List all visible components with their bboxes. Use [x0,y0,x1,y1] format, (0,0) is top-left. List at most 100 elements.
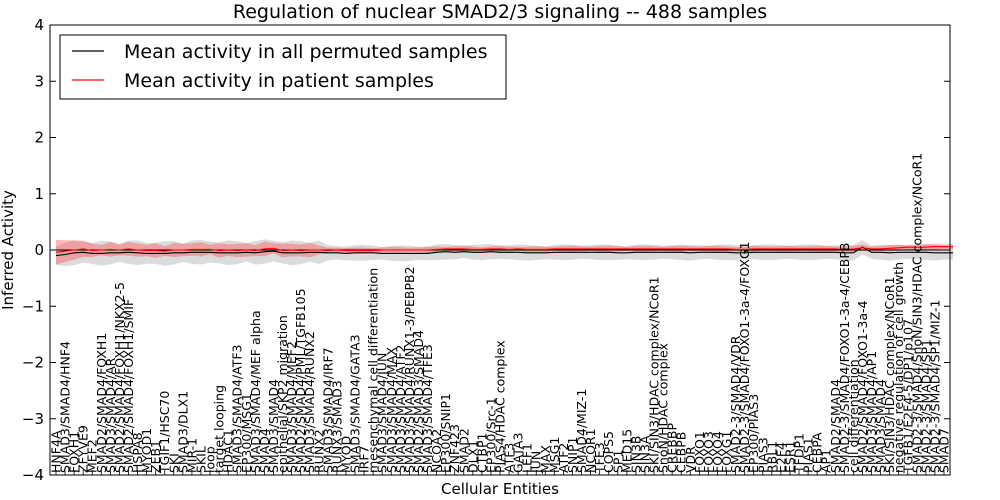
x-category-label: TFE3 [592,442,607,474]
y-tick-label: 4 [34,16,44,34]
x-category-label: SMAD3/SMAD4/AP1 [864,351,879,473]
x-category-label: TFDP1 [792,433,807,474]
x-category-label: mesenchymal cell differentiation [366,268,381,473]
x-category-label: VDR [683,446,698,473]
x-category-label: E2F4 [773,442,788,473]
x-category-label: CTBP1 [474,433,489,473]
x-category-label: cell differentiation [846,359,861,473]
x-category-label: JUN [529,451,544,474]
legend-label-permuted: Mean activity in all permuted samples [124,41,487,63]
x-category-label: FOXO3 [701,431,716,473]
legend-box [59,34,507,100]
x-category-label: ZNF423 [447,424,462,473]
x-category-label: SMAD2-3/SMAD4/FOXO1-3a-4/CEBPB [837,243,852,473]
x-category-label: SP1 [610,450,625,473]
x-category-label: SIN3A [638,435,653,473]
x-axis-category-labels: HNF4ASMAD3/SMAD4/HNF4FOXH1ZFYVE9MEF2SMAD… [49,153,952,475]
x-category-label: ATF2 [556,443,571,473]
x-category-label: MSG1 [547,437,562,473]
x-category-label: SMAD2/SMAD4/FOXH1/NKX2-5 [112,282,127,473]
x-category-label: SMAD2/SMAD4 [828,379,843,473]
x-category-label: SMAD3/SMAD4/ATF2 [393,345,408,473]
y-tick-label: −2 [22,354,44,372]
x-category-label: loop [203,446,218,473]
x-category-label: SMAD2/SMAD3/SMAD4 [411,330,426,473]
x-category-label: GATA3 [511,433,526,473]
x-category-label: ATF3 [502,443,517,473]
y-tick-label: 0 [34,241,44,259]
x-category-label: SMAD3/SMAD4/MAX [384,347,399,473]
x-category-label: SMAD2 [456,428,471,473]
x-category-label: RUNX3/SMAD3 [329,380,344,473]
x-category-label: NCOA2 [429,429,444,473]
x-category-label: SMAD2/SMAD4/FOXH1/SMIF [121,299,136,473]
x-category-label: EP300/MSG1 [239,393,254,473]
y-tick-label: 2 [34,129,44,147]
x-category-label: PIAS3 [755,437,770,473]
x-category-label: SMAD2/SMAD4/PML/TGFB105 [293,288,308,473]
x-category-label: MAX [538,445,553,473]
x-category-label: SMAD3/SMAD4/ATF3 [230,345,245,473]
y-axis-label: Inferred Activity [0,190,17,310]
x-category-label: SMAD2-3/SMAD4/FOXO1-3a-4/FOXG1 [737,241,752,473]
x-category-label: HDAC1 [221,429,236,473]
y-axis-ticks: −4 −3 −2 −1 0 1 2 3 4 [22,16,950,484]
x-category-label: PIAS4/HDAC complex [493,340,508,473]
x-category-label: DLX1 [465,440,480,473]
x-category-label: SMAD7 [937,428,952,473]
x-category-label: SMAD2-3/SMAD4/VDR [728,335,743,473]
chart-title: Regulation of nuclear SMAD2/3 signaling … [233,1,767,23]
x-category-label: EP300/SNIP1 [438,393,453,473]
x-category-label: target looping [212,385,227,473]
x-category-label: CREBBP [665,423,680,473]
x-category-label: HSPA8 [130,432,145,473]
x-category-label: FOXO1 [692,431,707,473]
x-category-label: SMAD3/SMAD4/MEF2 [284,341,299,473]
x-category-label: SNIP1 [565,437,580,473]
x-category-label: MEF2 [85,439,100,473]
x-category-label: FOXG1 [719,431,734,473]
x-category-label: EP300/Src-1 [483,397,498,473]
x-category-label: SKI/SIN3/HDAC complex/NCoR1 [882,276,897,473]
series-line-1 [55,246,954,253]
x-category-label: EP300/PIAS3 [746,394,761,473]
x-category-label: SMAD3/SMAD4 [873,379,888,473]
x-category-label: SMAD3/SMAD4/GATA3 [348,334,363,473]
band-patient [56,239,954,265]
x-category-label: SnoN/HDAC complex [656,343,671,473]
y-tick-label: 1 [34,185,44,203]
x-category-label: MYOD1 [139,428,154,473]
plot-frame [49,24,951,476]
x-category-label: FOXH1 [67,431,82,473]
legend: Mean activity in all permuted samples Me… [59,34,507,100]
x-category-label: SMAD3/SMAD4/TFE3 [420,344,435,473]
x-category-label: RUNX2 [311,429,326,473]
x-category-label: SMAD3/DLX1 [175,391,190,473]
x-category-label: SMAD3/SMAD4/MEF alpha [248,310,263,473]
x-axis-label: Cellular Entities [441,480,559,498]
x-category-label: PIAS1 [801,437,816,473]
y-tick-label: −1 [22,297,44,315]
x-category-label: SMAD3/SMAD4/IRF7 [320,347,335,473]
x-category-label: SMAD2/SMAD4/FOXO1-3a-4 [855,300,870,473]
x-category-label: SMAD2-3/SMAD4/SnoN/SIN3/HDAC complex/NCo… [909,153,924,473]
x-category-label: SMAD3/SMAD4/HNF4 [58,341,73,473]
x-category-label: SMAD3/SMAD4/RUNX2 [302,331,317,473]
x-category-label: negative regulation of cell growth [891,262,906,473]
x-category-label: HNF4A [49,430,64,473]
x-category-label: ZEB1 [148,440,163,473]
x-category-label: LEF1 [520,443,535,473]
series-lines [50,246,954,257]
x-category-label: SMAD3/SMAD4/RUNX1-3/PEBPB2 [402,266,417,473]
x-category-label: MED15 [619,429,634,473]
x-category-label: COPS5 [601,431,616,473]
series-line-0 [55,246,954,257]
x-category-label: SKI/SIN3/HDAC complex/NCoR1 [647,276,662,473]
x-category-label: IRF7 [357,445,372,473]
x-category-label: AP1 [819,449,834,473]
x-category-label: epithelial/SKP2 migration [275,315,290,473]
x-category-label: TGIF1/HSC70 [157,391,172,474]
x-category-label: RBL1 [764,441,779,473]
legend-label-patient: Mean activity in patient samples [124,70,434,92]
